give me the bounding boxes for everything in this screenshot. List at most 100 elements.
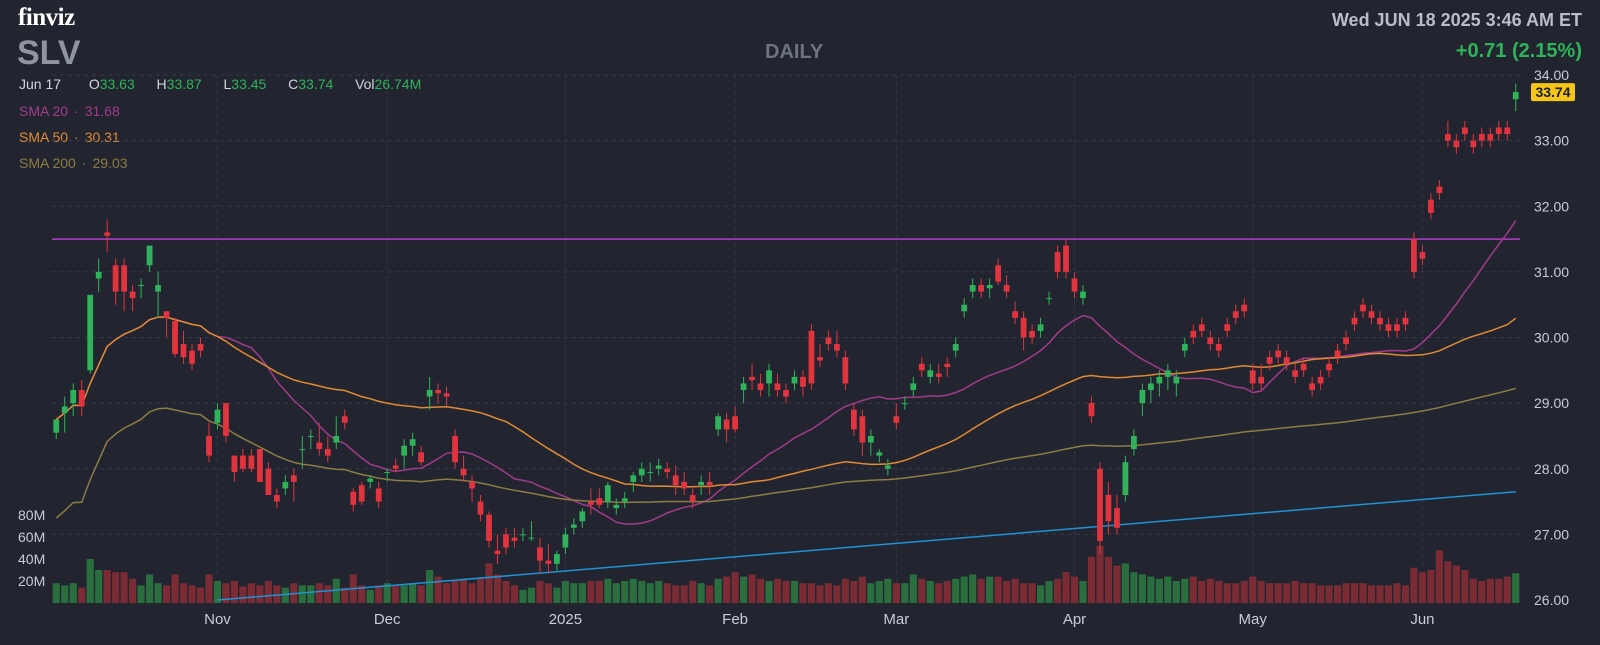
candle-body bbox=[1114, 508, 1120, 528]
volume-bar bbox=[222, 583, 230, 603]
candle-body bbox=[61, 406, 68, 413]
volume-bar bbox=[1096, 545, 1104, 603]
datetime-label: Wed JUN 18 2025 3:46 AM ET bbox=[1331, 10, 1582, 30]
volume-bar bbox=[765, 581, 773, 603]
sma200-label: SMA 200 bbox=[19, 155, 76, 171]
candle-body bbox=[146, 245, 153, 266]
candle-body bbox=[265, 468, 272, 495]
volume-bar bbox=[239, 586, 247, 603]
candle-body bbox=[1105, 495, 1112, 522]
candle-body bbox=[698, 481, 705, 486]
candle-body bbox=[1495, 127, 1502, 135]
volume-bar bbox=[103, 570, 111, 603]
date-tick-label: May bbox=[1239, 611, 1268, 628]
volume-bar bbox=[1291, 581, 1299, 603]
candle-body bbox=[163, 311, 170, 318]
volume-bar bbox=[646, 583, 654, 603]
volume-bar bbox=[1427, 570, 1435, 603]
volume-bar bbox=[1045, 581, 1053, 603]
candle-body bbox=[426, 390, 433, 397]
candle-body bbox=[893, 416, 900, 423]
volume-bar bbox=[1367, 585, 1376, 603]
volume-bar bbox=[1495, 578, 1503, 603]
price-tick-label: 29.00 bbox=[1534, 395, 1569, 411]
volume-bar bbox=[612, 583, 620, 603]
date-tick-label: Jun bbox=[1410, 611, 1434, 628]
volume-tick-label: 40M bbox=[18, 551, 45, 567]
volume-bar bbox=[1401, 585, 1410, 603]
candle-body bbox=[664, 468, 671, 473]
sma200-legend[interactable]: SMA 200 · 29.03 bbox=[19, 155, 128, 171]
candle-body bbox=[1470, 140, 1477, 148]
candle-body bbox=[341, 416, 348, 423]
volume-bar bbox=[773, 578, 782, 603]
chart-grid bbox=[52, 74, 1520, 601]
volume-bar bbox=[1435, 550, 1443, 603]
candle-body bbox=[1436, 186, 1443, 194]
candlesticks bbox=[53, 83, 1519, 574]
close-value: 33.74 bbox=[298, 76, 334, 92]
volume-bar bbox=[256, 585, 264, 603]
candle-body bbox=[1190, 330, 1197, 338]
candle-body bbox=[435, 390, 441, 394]
candle-body bbox=[604, 485, 611, 502]
volume-bar bbox=[952, 578, 960, 603]
price-tick-label: 26.00 bbox=[1534, 592, 1569, 608]
volume-bar bbox=[578, 583, 586, 603]
candle-body bbox=[766, 370, 772, 384]
volume-bar bbox=[782, 581, 790, 603]
volume-bar bbox=[129, 578, 137, 603]
candle-body bbox=[231, 455, 238, 473]
volume-bar bbox=[1283, 583, 1291, 603]
candle-body bbox=[1419, 252, 1426, 259]
finviz-logo[interactable]: finviz bbox=[18, 4, 75, 31]
volume-bar bbox=[434, 576, 442, 603]
volume-bar bbox=[1461, 570, 1469, 603]
volume-bar bbox=[468, 583, 476, 603]
price-tick-label: 31.00 bbox=[1534, 264, 1569, 280]
volume-bar bbox=[1189, 576, 1197, 603]
volume-bar bbox=[935, 583, 943, 603]
low-label: L bbox=[223, 76, 232, 92]
volume-bar bbox=[790, 581, 799, 603]
date-tick-label: 2025 bbox=[549, 611, 582, 628]
price-tick-label: 30.00 bbox=[1534, 330, 1569, 346]
candle-body bbox=[1428, 199, 1434, 213]
volume-bar bbox=[604, 578, 612, 603]
volume-bar bbox=[570, 583, 578, 603]
volume-bars bbox=[52, 545, 1520, 603]
volume-bar bbox=[1053, 578, 1062, 603]
volume-bar bbox=[1325, 585, 1333, 603]
candle-body bbox=[180, 344, 187, 358]
candle-body bbox=[375, 488, 382, 502]
candle-body bbox=[299, 449, 306, 451]
volume-bar bbox=[341, 587, 349, 603]
volume-bar bbox=[264, 581, 272, 603]
candle-body bbox=[850, 409, 857, 430]
candle-body bbox=[808, 330, 815, 384]
sma20-label: SMA 20 bbox=[19, 103, 69, 119]
candle-body bbox=[78, 390, 85, 407]
candle-body bbox=[867, 435, 874, 443]
volume-bar bbox=[1020, 583, 1028, 603]
chart-axes: 26.00 27.00 28.00 29.00 30.00 31.00 32.00 33.00… bbox=[18, 67, 1575, 628]
volume-bar bbox=[154, 583, 162, 603]
volume-bar bbox=[1104, 556, 1113, 603]
candle-body bbox=[257, 449, 263, 482]
volume-bar bbox=[638, 581, 646, 603]
candle-body bbox=[969, 285, 976, 292]
volume-bar bbox=[1138, 574, 1146, 603]
candle-body bbox=[672, 475, 679, 486]
volume-bar bbox=[86, 559, 94, 603]
volume-bar bbox=[400, 585, 408, 603]
volume-bar bbox=[884, 578, 892, 603]
candle-body bbox=[409, 439, 416, 446]
sma20-legend[interactable]: SMA 20 · 31.68 bbox=[19, 103, 120, 119]
candle-body bbox=[520, 534, 526, 536]
volume-bar bbox=[536, 581, 544, 603]
volume-bar bbox=[901, 583, 909, 603]
candle-body bbox=[935, 373, 942, 377]
candle-body bbox=[392, 465, 399, 469]
candle-body bbox=[995, 265, 1002, 282]
